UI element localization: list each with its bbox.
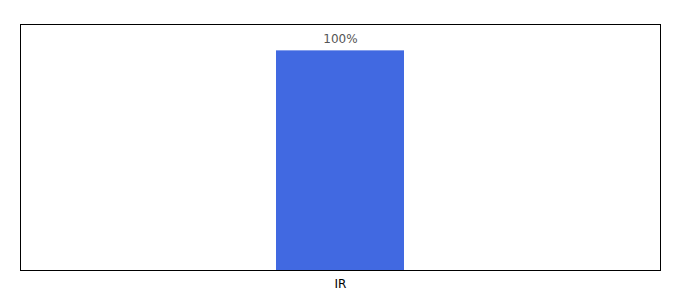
svg-text:IR: IR: [335, 277, 347, 291]
svg-text:100%: 100%: [323, 32, 357, 46]
